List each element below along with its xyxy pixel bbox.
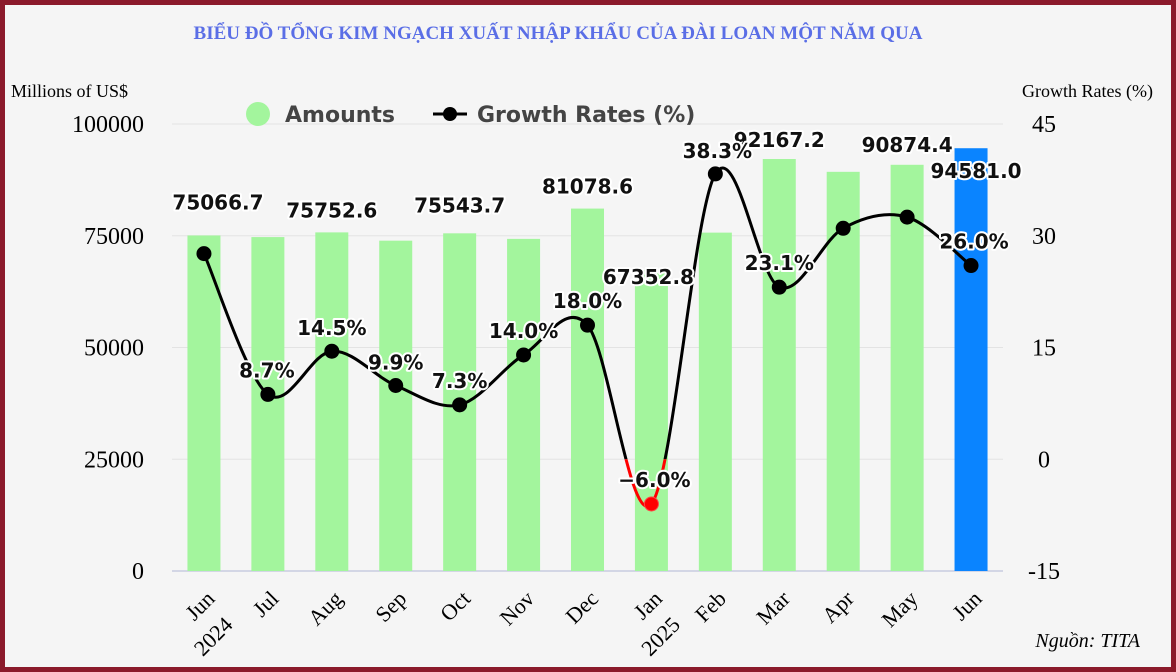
growth-point	[260, 386, 276, 402]
growth-line	[196, 166, 979, 512]
growth-data-label: 9.9%	[368, 350, 423, 374]
x-tick-label: Aug	[303, 586, 347, 630]
growth-data-label: 26.0%	[939, 230, 1008, 254]
legend: Amounts Growth Rates (%)	[246, 102, 695, 128]
right-axis-label: Growth Rates (%)	[1022, 81, 1153, 102]
amount-bar	[507, 238, 541, 571]
right-axis: -15 0 15 30 45	[1028, 112, 1060, 585]
amount-data-label: 94581.0	[930, 159, 1021, 183]
growth-point	[707, 166, 723, 182]
growth-data-label: 38.3%	[683, 139, 752, 163]
x-tick-label: May	[876, 586, 922, 632]
growth-point	[835, 220, 851, 236]
growth-point	[324, 343, 340, 359]
source-note: Nguồn: TITA	[1034, 630, 1140, 652]
amount-bar	[698, 232, 732, 571]
left-tick-label: 0	[132, 559, 144, 585]
growth-point	[388, 377, 404, 393]
right-tick-label: 0	[1038, 447, 1050, 473]
x-tick-label: Mar	[751, 585, 795, 629]
growth-point	[196, 246, 212, 262]
growth-data-label: 23.1%	[745, 251, 814, 275]
x-tick-label: Oct	[435, 586, 475, 626]
amount-bar	[634, 269, 668, 571]
x-tick-label: Nov	[495, 586, 539, 630]
chart-title: BIỂU ĐỒ TỔNG KIM NGẠCH XUẤT NHẬP KHẨU CỦ…	[194, 22, 923, 44]
growth-point	[643, 496, 659, 512]
amount-bar	[954, 148, 988, 571]
growth-data-label: 8.7%	[239, 358, 294, 382]
amount-bar	[315, 232, 349, 572]
growth-data-label: 14.0%	[489, 319, 558, 343]
left-tick-label: 75000	[84, 224, 144, 250]
amount-bar	[890, 164, 924, 571]
growth-point	[963, 258, 979, 274]
x-axis: Jun Jul Aug Sep Oct Nov Dec Jan Feb Mar Apr May Jun2…	[180, 585, 986, 660]
x-tick-label: Dec	[560, 586, 603, 629]
left-tick-label: 100000	[72, 112, 144, 138]
x-tick-label: Apr	[817, 585, 859, 627]
growth-point	[899, 209, 915, 225]
amount-data-label: 67352.8	[603, 265, 694, 289]
legend-line-marker	[443, 107, 457, 121]
amount-data-label: 75752.6	[286, 198, 377, 222]
right-tick-label: 45	[1032, 112, 1056, 138]
right-tick-label: 30	[1032, 224, 1056, 250]
right-tick-label: -15	[1028, 559, 1060, 585]
x-tick-label: Jul	[248, 586, 284, 622]
legend-line-label: Growth Rates (%)	[477, 103, 695, 128]
right-tick-label: 15	[1032, 336, 1056, 362]
growth-point	[771, 279, 787, 295]
amount-data-label: 75066.7	[172, 190, 263, 214]
amount-data-label: 81078.6	[542, 175, 633, 199]
x-tick-label: Feb	[690, 586, 731, 627]
amount-bar	[762, 159, 796, 571]
data-labels: 75066.7 75752.6 75543.7 81078.6 67352.8 92167…	[170, 126, 1023, 494]
growth-data-label: −6.0%	[618, 468, 690, 492]
growth-point	[516, 347, 532, 363]
amount-bar	[571, 208, 604, 571]
growth-data-label: 18.0%	[553, 289, 622, 313]
amount-bar	[251, 237, 285, 571]
amount-bar	[379, 240, 413, 572]
left-tick-label: 50000	[84, 336, 144, 362]
amount-data-label: 75543.7	[414, 193, 505, 217]
left-axis-label: Millions of US$	[11, 81, 128, 101]
left-axis: 0 25000 50000 75000 100000	[72, 112, 144, 585]
growth-point	[580, 317, 595, 333]
amount-data-label: 90874.4	[862, 133, 953, 157]
left-tick-label: 25000	[84, 447, 144, 473]
x-tick-label: Jun	[947, 586, 986, 625]
growth-point	[452, 397, 468, 413]
x-tick-label: Sep	[370, 586, 411, 627]
growth-data-label: 7.3%	[432, 369, 487, 393]
legend-bar-label: Amounts	[285, 103, 395, 128]
legend-bar-swatch	[246, 102, 270, 126]
amount-bar	[187, 235, 221, 572]
growth-data-label: 14.5%	[297, 316, 366, 340]
amount-data-label: 92167.2	[734, 128, 825, 152]
